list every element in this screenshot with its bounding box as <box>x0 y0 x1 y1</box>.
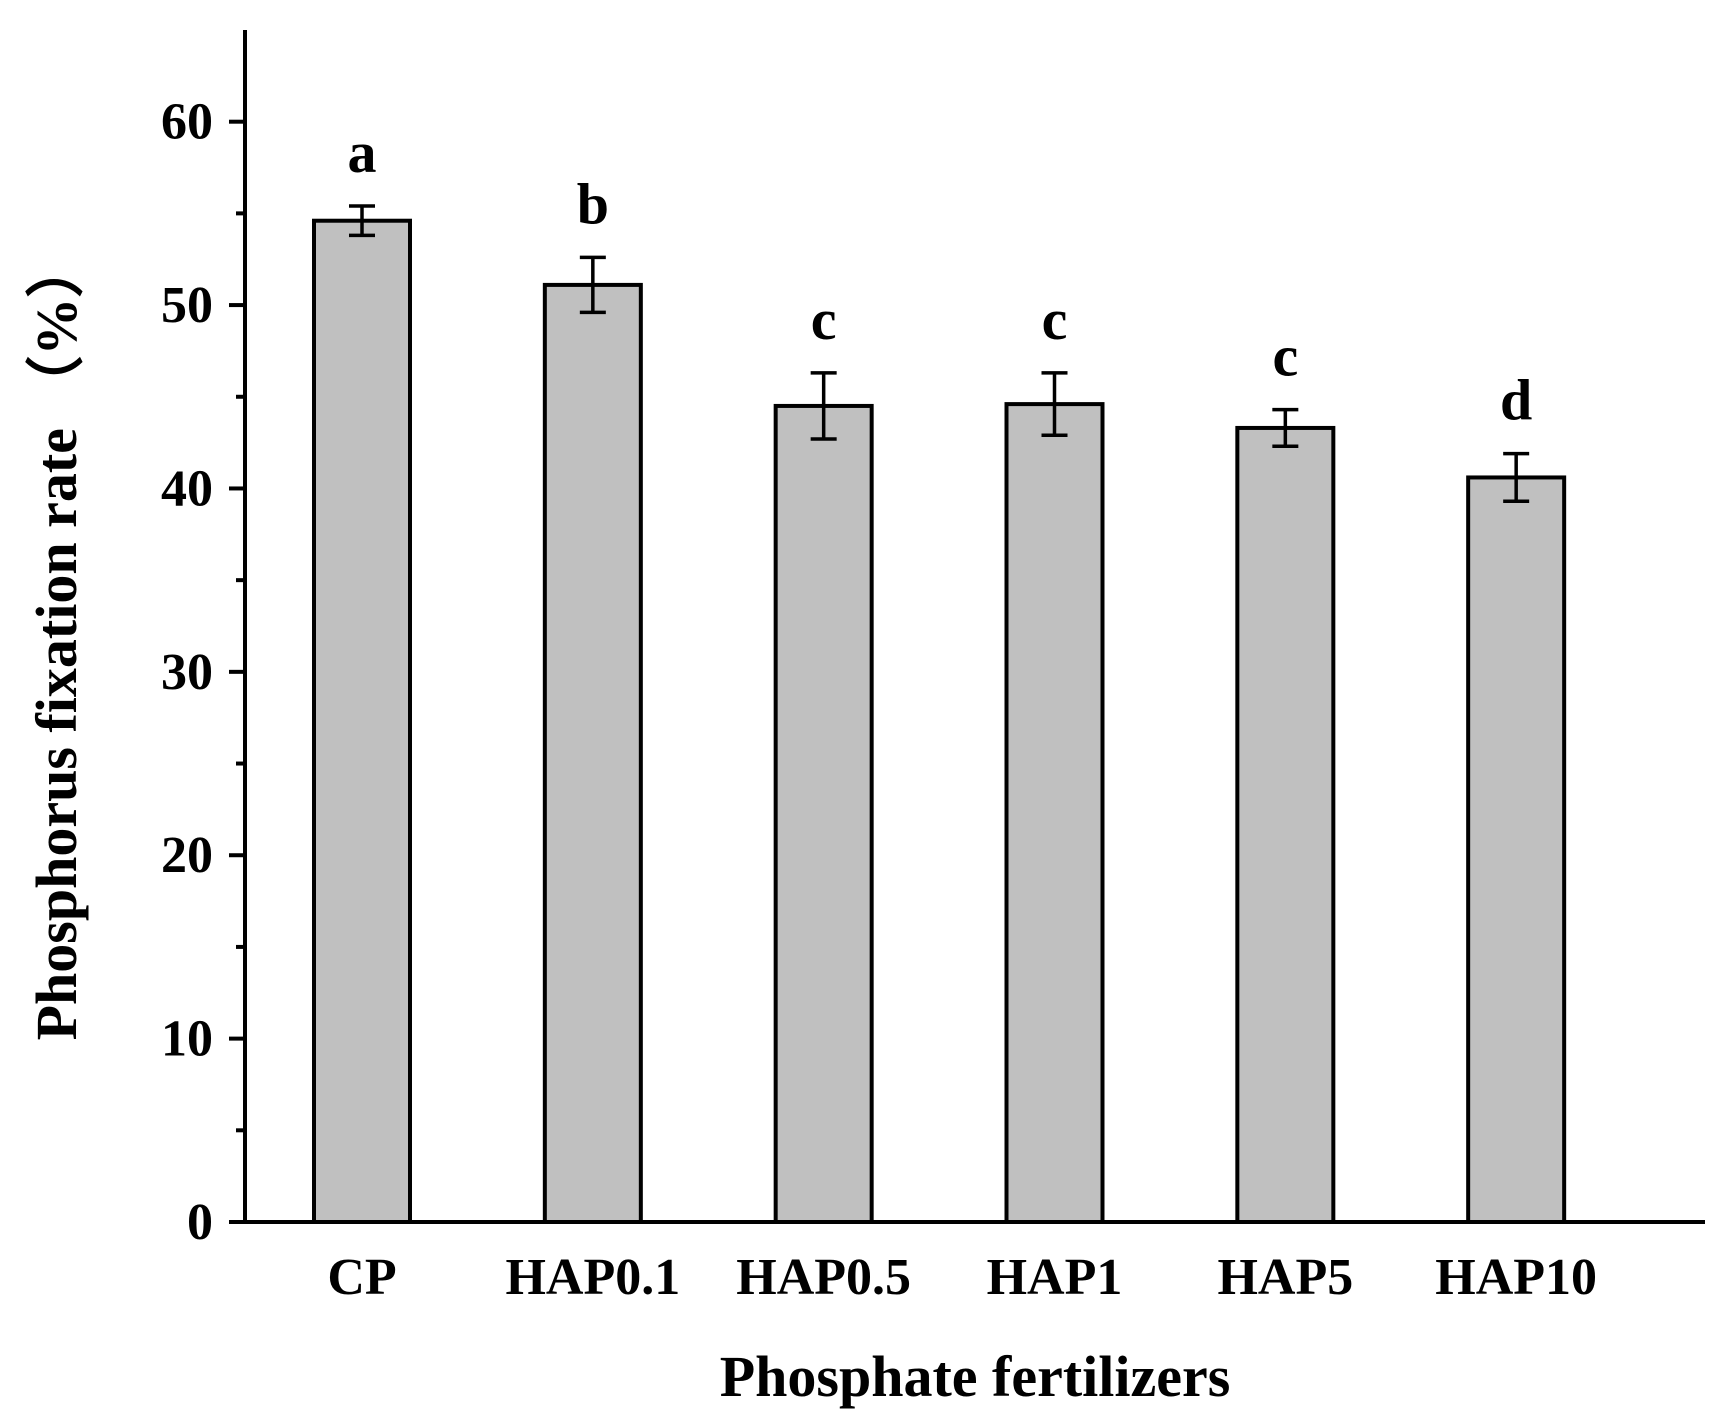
x-axis-tick-labels: CP HAP0.1 HAP0.5 HAP1 HAP5 HAP10 <box>327 1249 1597 1306</box>
significance-letter-HAP0.1: b <box>577 171 609 236</box>
x-tick-label-HAP0.1: HAP0.1 <box>505 1249 680 1306</box>
y-tick-label: 40 <box>161 460 213 517</box>
x-tick-label-HAP1: HAP1 <box>987 1249 1123 1306</box>
y-tick-label: 20 <box>161 827 213 884</box>
significance-letters: a b c c c d <box>348 120 1533 433</box>
x-axis-title: Phosphate fertilizers <box>720 1344 1231 1409</box>
bar-HAP10 <box>1466 475 1567 1225</box>
y-axis-title: Phosphorus fixation rate （%） <box>24 240 89 1041</box>
x-tick-label-HAP0.5: HAP0.5 <box>736 1249 911 1306</box>
bar-CP <box>312 218 412 1225</box>
x-tick-label-HAP5: HAP5 <box>1217 1249 1353 1306</box>
bars <box>312 218 1567 1225</box>
bar-HAP5 <box>1235 425 1336 1224</box>
significance-letter-HAP5: c <box>1272 324 1298 389</box>
x-tick-label-HAP10: HAP10 <box>1435 1249 1597 1306</box>
y-tick-label: 50 <box>161 277 213 334</box>
y-tick-label: 10 <box>161 1011 213 1068</box>
bar-HAP0.5 <box>773 403 874 1224</box>
significance-letter-HAP1: c <box>1042 287 1068 352</box>
x-tick-label-CP: CP <box>327 1249 396 1306</box>
y-tick-label: 0 <box>187 1194 213 1251</box>
y-tick-label: 30 <box>161 644 213 701</box>
bar-HAP1 <box>1004 402 1105 1224</box>
error-bars <box>349 204 1530 504</box>
y-axis-ticks: 0 10 20 30 40 50 60 <box>161 94 245 1251</box>
bar-HAP0.1 <box>542 282 643 1224</box>
significance-letter-CP: a <box>348 120 377 185</box>
y-tick-label: 60 <box>161 94 213 151</box>
significance-letter-HAP10: d <box>1500 368 1532 433</box>
significance-letter-HAP0.5: c <box>811 287 837 352</box>
